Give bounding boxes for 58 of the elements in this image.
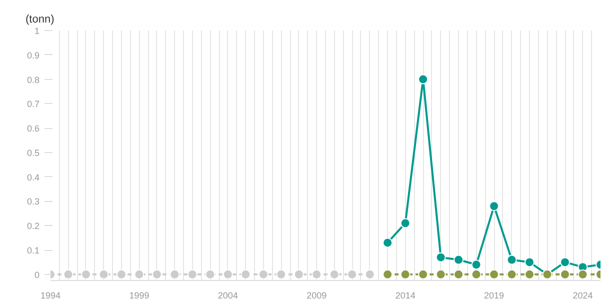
point	[436, 252, 446, 262]
point	[400, 218, 410, 228]
point	[454, 269, 464, 280]
point	[489, 201, 500, 212]
x-tick-label: 1999	[129, 290, 150, 300]
y-tick-label: 0.1	[26, 246, 40, 256]
point	[382, 238, 393, 248]
point	[240, 269, 251, 280]
point	[524, 269, 535, 280]
point	[454, 254, 464, 265]
point	[382, 269, 393, 280]
point	[80, 269, 91, 280]
x-tick-label: 2019	[484, 290, 504, 300]
x-tick-label: 2004	[218, 290, 238, 300]
point	[524, 257, 535, 268]
y-tick-label: 1	[34, 26, 40, 36]
point	[116, 269, 126, 280]
point	[187, 269, 198, 280]
point	[258, 269, 268, 280]
point	[364, 269, 375, 280]
point	[560, 269, 570, 280]
point	[63, 269, 74, 280]
point	[170, 269, 180, 280]
y-tick-label: 0.2	[26, 221, 40, 232]
point	[134, 269, 144, 280]
x-tick-label: 2014	[395, 290, 416, 300]
point	[506, 269, 517, 280]
y-tick-label: 0	[34, 270, 40, 280]
y-tick-label: 0.3	[26, 196, 40, 207]
x-tick-label: 2024	[572, 290, 593, 300]
point	[418, 269, 428, 280]
x-tick-label: 2009	[306, 290, 327, 300]
point	[276, 269, 286, 280]
point	[222, 269, 233, 280]
point	[400, 269, 410, 280]
point	[418, 74, 428, 84]
y-axis-title: (tonn)	[26, 14, 54, 26]
y-tick-label: 0.7	[26, 99, 40, 110]
point	[471, 260, 482, 270]
point	[578, 269, 588, 280]
point	[312, 269, 322, 280]
point	[98, 269, 109, 280]
point	[294, 269, 304, 280]
point	[560, 257, 570, 268]
point	[506, 254, 517, 265]
y-tick-label: 0.4	[26, 172, 40, 182]
point	[205, 269, 216, 280]
point	[489, 269, 500, 280]
y-tick-label: 0.9	[26, 50, 40, 60]
y-tick-label: 0.6	[26, 124, 40, 134]
point	[152, 269, 162, 280]
y-tick-label: 0.5	[26, 148, 40, 158]
point	[347, 269, 358, 280]
point	[329, 269, 340, 280]
point	[436, 269, 446, 280]
point	[471, 269, 482, 280]
y-tick-label: 0.8	[26, 74, 40, 85]
x-tick-label: 1994	[40, 290, 61, 300]
